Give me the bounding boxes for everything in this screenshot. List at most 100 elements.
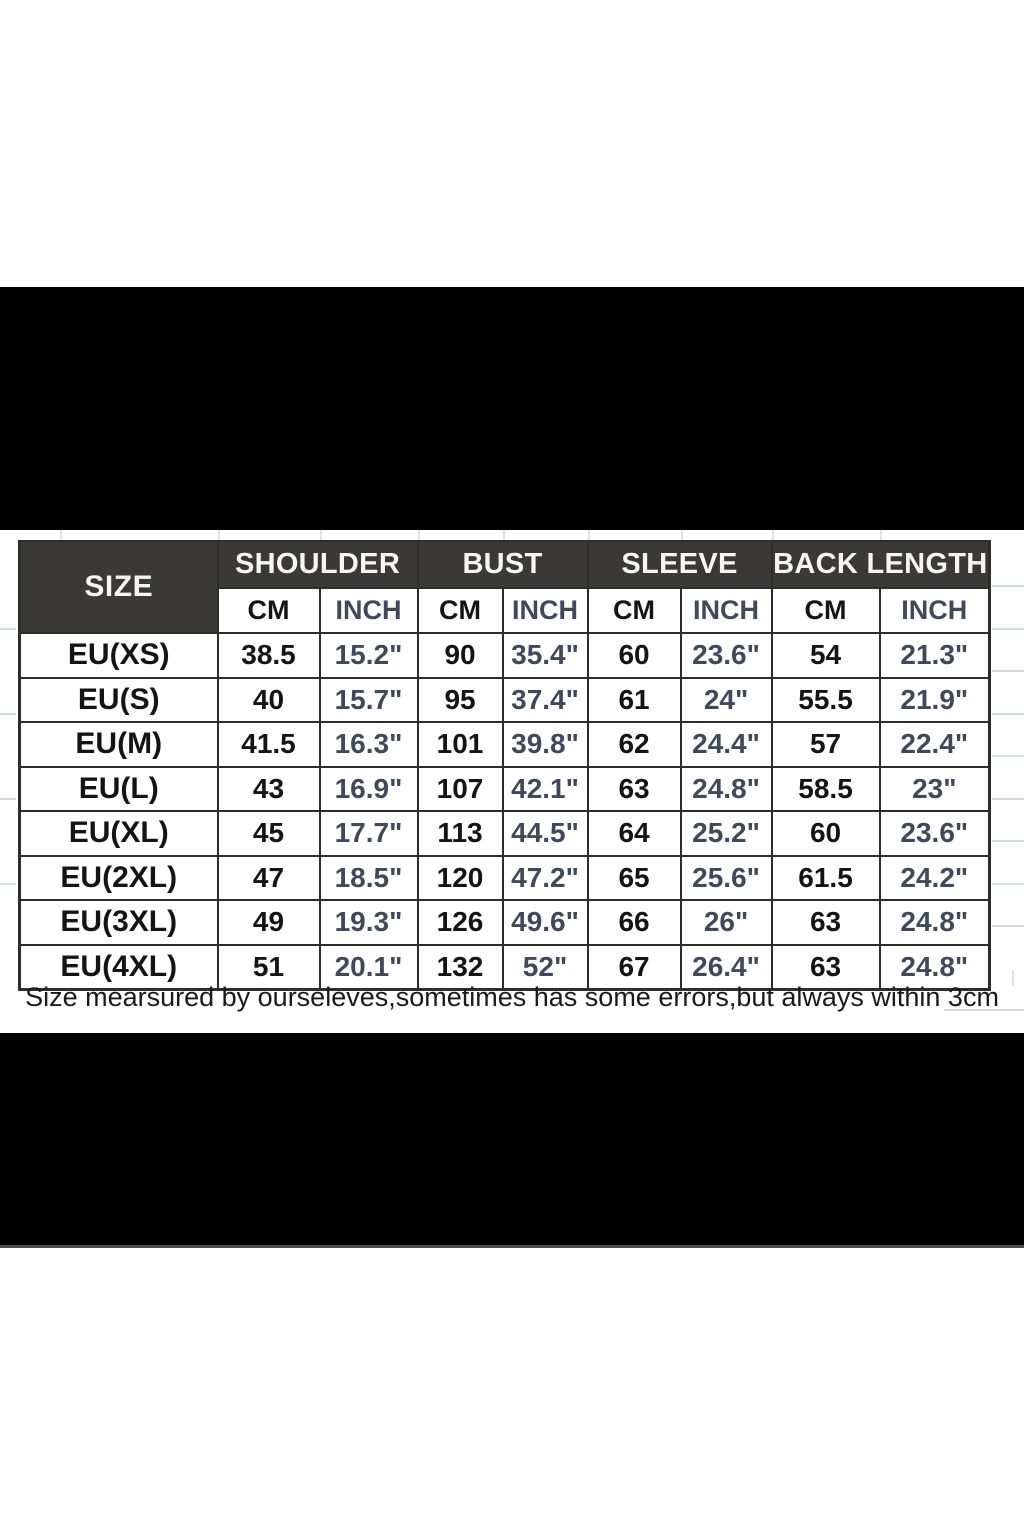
inch-cell: 15.7" [318,676,419,723]
gridline [992,670,1024,672]
inch-cell: 16.3" [318,721,419,768]
cm-cell: 58.5 [770,765,881,812]
gridline [0,798,16,800]
table-row: EU(3XL) 49 19.3" 126 49.6" 66 26" 63 24.… [18,899,991,946]
gridline [772,530,774,540]
inch-cell: 19.3" [318,899,419,946]
inch-cell: 17.7" [318,810,419,857]
inch-cell: 52" [501,943,589,991]
unit-header-cm: CM [216,587,321,634]
gridline [992,925,1024,927]
cm-cell: 63 [770,899,881,946]
cm-cell: 55.5 [770,676,881,723]
gridline [0,883,16,885]
size-cell: EU(4XL) [18,943,219,991]
inch-cell: 47.2" [501,854,589,901]
inch-cell: 24.4" [679,721,773,768]
inch-cell: 25.2" [679,810,773,857]
inch-cell: 44.5" [501,810,589,857]
inch-cell: 22.4" [878,721,991,768]
gridline [0,713,16,715]
column-header-bust: BUST [416,540,589,589]
cm-cell: 61 [586,676,682,723]
gridline [992,755,1024,757]
gridline [944,1009,1024,1011]
size-cell: EU(2XL) [18,854,219,901]
cm-cell: 107 [416,765,504,812]
cm-cell: 41.5 [216,721,321,768]
group-header-row: SIZE SHOULDER BUST SLEEVE BACK LENGTH [18,540,991,634]
unit-header-cm: CM [770,587,881,634]
bottom-bar-gray-edge [0,1245,1024,1248]
gridline [992,798,1024,800]
measurement-disclaimer-note: Size mearsured by ourseleves,sometimes h… [25,982,999,1012]
inch-cell: 23" [878,765,991,812]
table-row: EU(S) 40 15.7" 95 37.4" 61 24" 55.5 21.9… [18,676,991,723]
cm-cell: 38.5 [216,632,321,679]
gridline [992,713,1024,715]
inch-cell: 24.8" [679,765,773,812]
gridline [588,530,590,540]
inch-cell: 42.1" [501,765,589,812]
inch-cell: 35.4" [501,632,589,679]
cm-cell: 65 [586,854,682,901]
gridline [992,840,1024,842]
cm-cell: 132 [416,943,504,991]
inch-cell: 24.8" [878,899,991,946]
inch-cell: 39.8" [501,721,589,768]
cm-cell: 57 [770,721,881,768]
gridline [1012,970,1014,986]
cm-cell: 63 [770,943,881,991]
gridline [681,530,683,540]
cm-cell: 45 [216,810,321,857]
inch-cell: 23.6" [679,632,773,679]
cm-cell: 126 [416,899,504,946]
inch-cell: 20.1" [318,943,419,991]
cm-cell: 64 [586,810,682,857]
size-cell: EU(3XL) [18,899,219,946]
cm-cell: 95 [416,676,504,723]
cm-cell: 101 [416,721,504,768]
table-row: EU(XL) 45 17.7" 113 44.5" 64 25.2" 60 23… [18,810,991,857]
table-row: EU(XS) 38.5 15.2" 90 35.4" 60 23.6" 54 2… [18,632,991,679]
inch-cell: 26" [679,899,773,946]
gridline [992,883,1024,885]
unit-header-cm: CM [416,587,504,634]
cm-cell: 113 [416,810,504,857]
unit-header-inch: INCH [318,587,419,634]
cm-cell: 51 [216,943,321,991]
table-row: EU(L) 43 16.9" 107 42.1" 63 24.8" 58.5 2… [18,765,991,812]
inch-cell: 37.4" [501,676,589,723]
column-header-shoulder: SHOULDER [216,540,419,589]
inch-cell: 21.3" [878,632,991,679]
inch-cell: 49.6" [501,899,589,946]
inch-cell: 24.2" [878,854,991,901]
cm-cell: 47 [216,854,321,901]
cm-cell: 67 [586,943,682,991]
inch-cell: 21.9" [878,676,991,723]
inch-cell: 24" [679,676,773,723]
table-row: EU(M) 41.5 16.3" 101 39.8" 62 24.4" 57 2… [18,721,991,768]
size-cell: EU(L) [18,765,219,812]
unit-header-inch: INCH [679,587,773,634]
size-chart-table: SIZE SHOULDER BUST SLEEVE BACK LENGTH CM… [18,540,992,991]
cm-cell: 62 [586,721,682,768]
inch-cell: 25.6" [679,854,773,901]
size-cell: EU(S) [18,676,219,723]
cm-cell: 66 [586,899,682,946]
cm-cell: 54 [770,632,881,679]
top-letterbox-bar [0,287,1024,530]
unit-header-row: CM INCH CM INCH CM INCH CM INCH [20,587,991,634]
cm-cell: 40 [216,676,321,723]
cm-cell: 60 [586,632,682,679]
inch-cell: 15.2" [318,632,419,679]
cm-cell: 63 [586,765,682,812]
inch-cell: 23.6" [878,810,991,857]
column-header-size: SIZE [18,540,219,634]
bottom-letterbox-bar [0,1033,1024,1245]
size-cell: EU(M) [18,721,219,768]
inch-cell: 26.4" [679,943,773,991]
cm-cell: 61.5 [770,854,881,901]
gridline [880,530,882,540]
cm-cell: 49 [216,899,321,946]
